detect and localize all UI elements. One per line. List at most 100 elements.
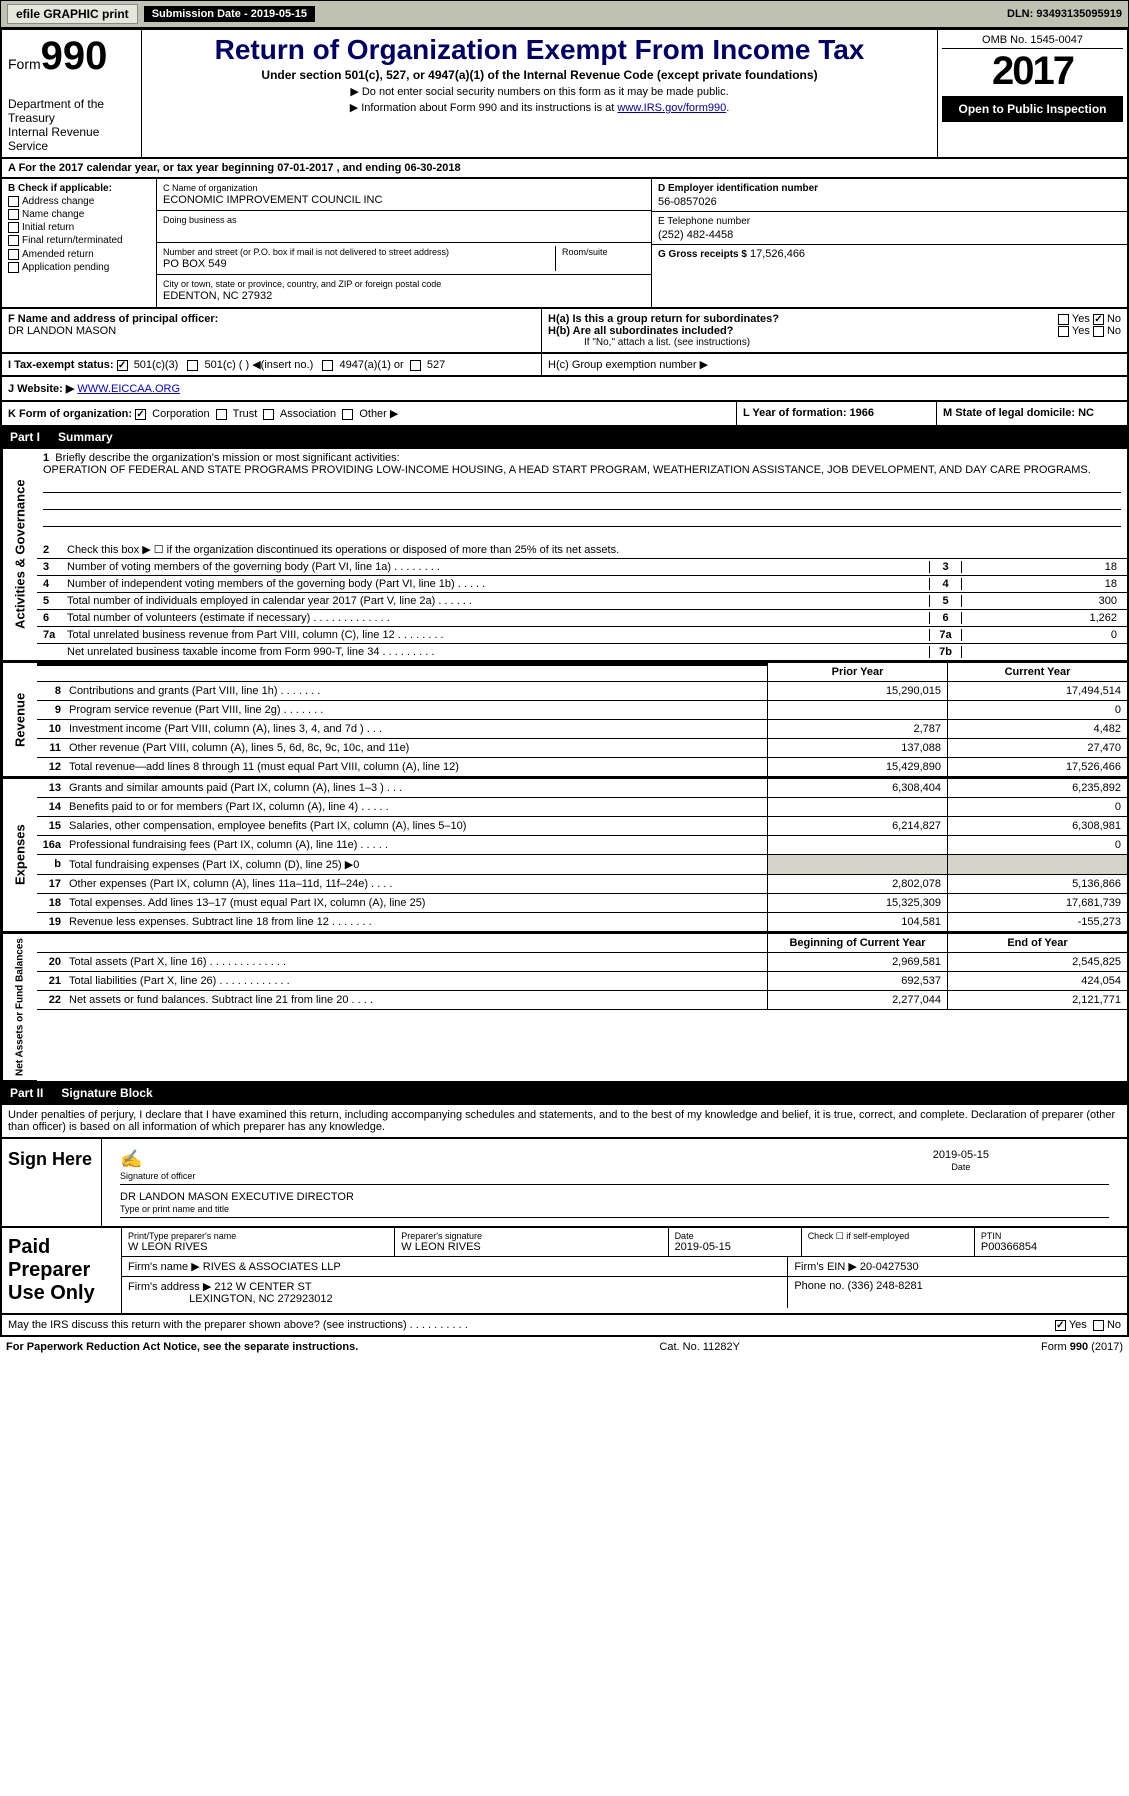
line-value: 18 [961, 561, 1121, 573]
line-ref: 5 [929, 595, 961, 607]
sign-here-label: Sign Here [2, 1139, 102, 1226]
website-link[interactable]: WWW.EICCAA.ORG [77, 383, 180, 395]
checkbox-trust[interactable] [216, 409, 227, 420]
form-number: 990 [41, 34, 108, 78]
street-label: Number and street (or P.O. box if mail i… [163, 247, 449, 257]
vlabel-governance: Activities & Governance [2, 449, 37, 661]
label-discuss-no: No [1107, 1319, 1121, 1331]
financial-row: 21Total liabilities (Part X, line 26) . … [37, 972, 1127, 991]
checkbox-initial-return[interactable] [8, 222, 19, 233]
checkbox-name-change[interactable] [8, 209, 19, 220]
line-ref: 3 [929, 561, 961, 573]
officer-name-value: DR LANDON MASON EXECUTIVE DIRECTOR [120, 1191, 354, 1203]
line-num: 21 [37, 972, 65, 990]
prior-value [767, 855, 947, 874]
checkbox-discuss-yes[interactable] [1055, 1320, 1066, 1331]
checkbox-501c3[interactable] [117, 360, 128, 371]
line-num: 13 [37, 779, 65, 797]
checkbox-501c[interactable] [187, 360, 198, 371]
form-prefix: Form [8, 56, 41, 72]
line-text: Total expenses. Add lines 13–17 (must eq… [65, 894, 767, 912]
line-text: Total revenue—add lines 8 through 11 (mu… [65, 758, 767, 776]
line-num: 5 [43, 595, 67, 607]
label-initial-return: Initial return [22, 222, 74, 233]
label-name-change: Name change [22, 209, 84, 220]
phone-label: E Telephone number [658, 216, 750, 227]
vlabel-expenses: Expenses [2, 779, 37, 932]
governance-row: Net unrelated business taxable income fr… [37, 644, 1127, 661]
efile-print-button[interactable]: efile GRAPHIC print [7, 4, 138, 24]
checkbox-corp[interactable] [135, 409, 146, 420]
fin-header-revenue: Prior Year Current Year [37, 663, 1127, 682]
financial-row: 10Investment income (Part VIII, column (… [37, 720, 1127, 739]
irs-link[interactable]: www.IRS.gov/form990 [617, 102, 726, 114]
group-return-block: H(a) Is this a group return for subordin… [542, 309, 1127, 352]
checkbox-application-pending[interactable] [8, 262, 19, 273]
part-i-net-assets: Net Assets or Fund Balances Beginning of… [0, 934, 1129, 1083]
form-subtitle: Under section 501(c), 527, or 4947(a)(1)… [152, 68, 927, 82]
tax-exempt-label: I Tax-exempt status: [8, 359, 114, 371]
checkbox-hb-yes[interactable] [1058, 326, 1069, 337]
sign-here-block: Sign Here ✍ Signature of officer 2019-05… [0, 1139, 1129, 1228]
checkbox-hb-no[interactable] [1093, 326, 1104, 337]
line-num: 15 [37, 817, 65, 835]
current-value: 2,545,825 [947, 953, 1127, 971]
ptin-value: P00366854 [981, 1241, 1037, 1253]
cat-number: Cat. No. 11282Y [659, 1341, 740, 1353]
current-value: 17,494,514 [947, 682, 1127, 700]
checkbox-4947[interactable] [322, 360, 333, 371]
governance-row: 4Number of independent voting members of… [37, 576, 1127, 593]
dba-label: Doing business as [163, 215, 237, 225]
financial-row: 11Other revenue (Part VIII, column (A), … [37, 739, 1127, 758]
tax-year: 2017 [942, 49, 1123, 94]
footer-line: For Paperwork Reduction Act Notice, see … [0, 1337, 1129, 1357]
street-row: Number and street (or P.O. box if mail i… [157, 243, 651, 275]
checkbox-address-change[interactable] [8, 196, 19, 207]
prep-name-label: Print/Type preparer's name [128, 1231, 388, 1241]
financial-row: 14Benefits paid to or for members (Part … [37, 798, 1127, 817]
ein-label: D Employer identification number [658, 183, 818, 194]
current-value: 2,121,771 [947, 991, 1127, 1009]
hb-note: If "No," attach a list. (see instruction… [548, 337, 1121, 348]
discuss-with-preparer-row: May the IRS discuss this return with the… [0, 1315, 1129, 1337]
checkbox-discuss-no[interactable] [1093, 1320, 1104, 1331]
vlabel-net: Net Assets or Fund Balances [2, 934, 37, 1081]
mission-text: OPERATION OF FEDERAL AND STATE PROGRAMS … [43, 464, 1091, 476]
current-value: 0 [947, 798, 1127, 816]
financial-row: 16aProfessional fundraising fees (Part I… [37, 836, 1127, 855]
checkbox-other[interactable] [342, 409, 353, 420]
org-name-value: ECONOMIC IMPROVEMENT COUNCIL INC [163, 194, 382, 206]
gross-receipts-cell: G Gross receipts $ 17,526,466 [652, 245, 1127, 277]
website-row: J Website: ▶ WWW.EICCAA.ORG [0, 377, 1129, 402]
line-text: Net unrelated business taxable income fr… [67, 646, 929, 658]
checkbox-final-return[interactable] [8, 235, 19, 246]
current-value: 27,470 [947, 739, 1127, 757]
block-b-label: B Check if applicable: [8, 183, 150, 194]
financial-row: 8Contributions and grants (Part VIII, li… [37, 682, 1127, 701]
line-num: 3 [43, 561, 67, 573]
current-value: 4,482 [947, 720, 1127, 738]
form-title-block: Return of Organization Exempt From Incom… [142, 30, 937, 157]
line-text: Other expenses (Part IX, column (A), lin… [65, 875, 767, 893]
org-info-block: B Check if applicable: Address change Na… [0, 179, 1129, 309]
line-1-num: 1 [43, 452, 49, 464]
label-discuss-yes: Yes [1069, 1319, 1087, 1331]
prior-value: 2,802,078 [767, 875, 947, 893]
line-value: 1,262 [961, 612, 1121, 624]
ein-value: 56-0857026 [658, 196, 1121, 208]
line-num: 9 [37, 701, 65, 719]
officer-name-label: Type or print name and title [120, 1204, 229, 1214]
checkbox-assoc[interactable] [263, 409, 274, 420]
checkbox-527[interactable] [410, 360, 421, 371]
firm-phone-value: (336) 248-8281 [848, 1280, 923, 1292]
checkbox-ha-yes[interactable] [1058, 314, 1069, 325]
prior-value [767, 836, 947, 854]
fin-header-net: Beginning of Current Year End of Year [37, 934, 1127, 953]
label-assoc: Association [280, 408, 336, 420]
checkbox-amended-return[interactable] [8, 249, 19, 260]
part-i-header: Part I Summary [0, 427, 1129, 449]
checkbox-ha-no[interactable] [1093, 314, 1104, 325]
city-row: City or town, state or province, country… [157, 275, 651, 307]
line-text: Investment income (Part VIII, column (A)… [65, 720, 767, 738]
financial-row: 9Program service revenue (Part VIII, lin… [37, 701, 1127, 720]
